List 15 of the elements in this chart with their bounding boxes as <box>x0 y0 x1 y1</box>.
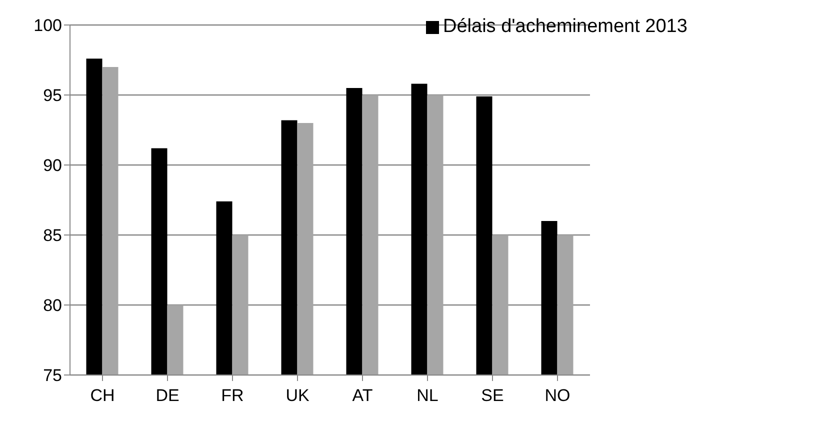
x-tick-label: UK <box>286 386 310 406</box>
x-tick-label: AT <box>352 386 373 406</box>
y-tick-label: 95 <box>43 86 62 106</box>
x-tick-label: CH <box>90 386 115 406</box>
x-tick-label: FR <box>221 386 244 406</box>
y-tick-label: 85 <box>43 226 62 246</box>
x-tick-label: DE <box>156 386 180 406</box>
y-tick-label: 90 <box>43 156 62 176</box>
legend-label: Délais d'acheminement 2013 <box>443 16 688 38</box>
y-tick-label: 75 <box>43 366 62 386</box>
x-tick-label: SE <box>481 386 504 406</box>
x-tick-label: NL <box>416 386 438 406</box>
x-tick-label: NO <box>544 386 570 406</box>
y-tick-label: 100 <box>34 16 62 36</box>
y-tick-label: 80 <box>43 296 62 316</box>
